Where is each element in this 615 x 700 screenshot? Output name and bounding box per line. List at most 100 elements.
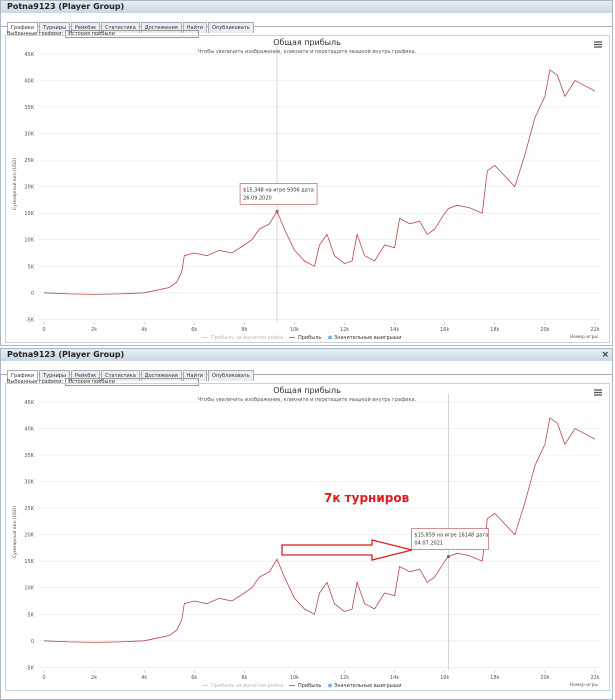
x-axis-label: Номер игры	[570, 682, 599, 688]
y-tick-label: 20K	[24, 185, 34, 191]
x-tick-label: 4k	[141, 327, 147, 333]
tooltip-box	[411, 528, 489, 550]
x-tick-label: 12k	[340, 327, 349, 333]
x-tick-label: 14k	[390, 327, 399, 333]
y-tick-label: 30K	[24, 480, 34, 486]
y-tick-label: -5K	[26, 317, 35, 323]
y-tick-label: 20K	[24, 533, 34, 539]
close-button[interactable]: ×	[601, 350, 609, 360]
x-tick-label: 0	[42, 675, 45, 681]
tab[interactable]: Достижения	[140, 22, 182, 33]
chart-title: Общая прибыль	[273, 386, 341, 395]
profit-line	[43, 69, 596, 295]
y-tick-label: -5K	[26, 665, 35, 671]
x-axis-label: Номер игры	[570, 334, 599, 340]
x-tick-label: 14k	[390, 675, 399, 681]
y-axis-label: Суммарный вин (USD)	[11, 506, 18, 558]
y-tick-label: 0	[31, 291, 34, 297]
x-tick-label: 6k	[191, 675, 197, 681]
legend-label: Прибыль	[298, 335, 321, 341]
y-tick-label: 0	[31, 639, 34, 645]
x-tick-label: 2k	[91, 327, 97, 333]
tooltip-point	[275, 209, 279, 213]
profit-line	[43, 417, 596, 643]
tab[interactable]: Достижения	[140, 370, 182, 381]
tooltip-text: $15,859 на игре 16148 дата	[414, 533, 488, 539]
y-axis-label: Суммарный вин (USD)	[11, 158, 18, 210]
legend-label: Значительные выигрыши	[334, 335, 401, 341]
tooltip-point	[446, 555, 450, 559]
x-tick-label: 20k	[540, 675, 549, 681]
tab[interactable]: Опубликовать	[208, 22, 254, 33]
tab-bar: Графики Турниры Рейкбэк Статистика Достижени…	[1, 14, 612, 33]
x-tick-label: 8k	[241, 327, 247, 333]
x-tick-label: 16k	[440, 675, 449, 681]
y-tick-label: 35K	[24, 105, 34, 111]
annotation: 7к турниров	[324, 491, 410, 505]
legend-label: Значительные выигрыши	[334, 683, 401, 689]
tooltip-text: $15,348 на игре 9306 дата	[243, 187, 314, 193]
x-tick-label: 18k	[490, 675, 499, 681]
y-tick-label: 45K	[24, 52, 34, 58]
x-tick-label: 4k	[141, 675, 147, 681]
tab[interactable]: Опубликовать	[208, 370, 254, 381]
tab[interactable]: Турниры	[39, 22, 70, 33]
tooltip-box	[239, 183, 318, 205]
selector-label: Выбранные графики:	[7, 379, 64, 385]
y-tick-label: 10K	[24, 586, 34, 592]
selector-label: Выбранные графики:	[7, 31, 64, 37]
tab-bar: Графики Турниры Рейкбэк Статистика Достижени…	[1, 362, 612, 381]
tab[interactable]: Рейкбэк	[70, 370, 101, 381]
tab[interactable]: Турниры	[39, 370, 70, 381]
arrow	[281, 539, 413, 561]
tab[interactable]: Статистика	[101, 370, 140, 381]
x-tick-label: 8k	[241, 675, 247, 681]
selector-row: Выбранные графики: История прибыли	[1, 375, 612, 389]
tab[interactable]: Найти	[182, 370, 207, 381]
tab[interactable]: Рейкбэк	[70, 22, 101, 33]
y-tick-label: 25K	[24, 506, 34, 512]
x-tick-label: 2k	[91, 675, 97, 681]
selector[interactable]: История прибыли	[65, 378, 200, 386]
tab[interactable]: Графики	[7, 22, 39, 33]
tooltip-text: 04.07.2021	[414, 541, 443, 547]
y-tick-label: 15K	[24, 559, 34, 565]
x-tick-label: 22k	[590, 327, 599, 333]
y-tick-label: 10K	[24, 238, 34, 244]
y-tick-label: 5K	[28, 264, 35, 270]
x-tick-label: 16k	[440, 327, 449, 333]
legend-label: Прибыль за вычетом рейка	[211, 682, 283, 689]
x-tick-label: 18k	[490, 327, 499, 333]
x-tick-label: 6k	[191, 327, 197, 333]
x-tick-label: 12k	[340, 675, 349, 681]
tooltip-text: 26.09.2020	[243, 195, 272, 201]
selector-row: Выбранные графики: История прибыли	[1, 27, 612, 41]
window-title: Potna9123 (Player Group) ×	[1, 349, 612, 361]
chart-subtitle: Чтобы увеличить изображение, кликните и …	[198, 396, 417, 403]
x-tick-label: 20k	[540, 327, 549, 333]
legend-label: Прибыль	[298, 683, 321, 689]
window-title: Potna9123 (Player Group)	[1, 1, 612, 13]
window: Potna9123 (Player Group) Графики Турниры Ре…	[0, 0, 613, 346]
chart-subtitle: Чтобы увеличить изображение, кликните и …	[198, 48, 417, 55]
tab[interactable]: Найти	[182, 22, 207, 33]
legend-label: Прибыль за вычетом рейка	[211, 334, 283, 341]
x-tick-label: 22k	[590, 675, 599, 681]
y-tick-label: 40K	[24, 427, 34, 433]
y-tick-label: 30K	[24, 132, 34, 138]
y-tick-label: 25K	[24, 158, 34, 164]
y-tick-label: 5K	[28, 612, 35, 618]
tab[interactable]: Графики	[7, 370, 39, 381]
x-tick-label: 10k	[290, 327, 299, 333]
tab[interactable]: Статистика	[101, 22, 140, 33]
legend-swatch	[328, 683, 332, 688]
y-tick-label: 40K	[24, 79, 34, 85]
chart-title: Общая прибыль	[273, 38, 341, 47]
selector[interactable]: История прибыли	[65, 30, 200, 38]
y-tick-label: 35K	[24, 453, 34, 459]
y-tick-label: 45K	[24, 400, 34, 406]
y-tick-label: 15K	[24, 211, 34, 217]
